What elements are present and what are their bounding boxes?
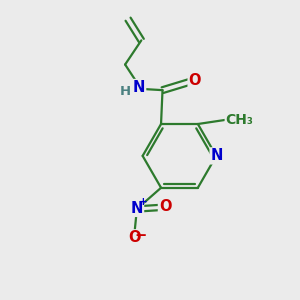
Text: O: O [128,230,141,245]
Text: N: N [131,201,143,216]
Text: CH₃: CH₃ [226,112,254,127]
Text: O: O [189,73,201,88]
Text: N: N [133,80,145,95]
Text: +: + [139,197,148,208]
Text: H: H [120,85,131,98]
Text: N: N [211,148,223,164]
Text: −: − [135,228,147,243]
Text: O: O [159,200,171,214]
